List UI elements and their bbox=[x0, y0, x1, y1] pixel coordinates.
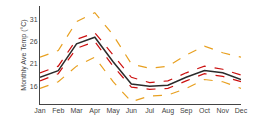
svg-text:21: 21 bbox=[30, 60, 38, 67]
svg-text:Jul: Jul bbox=[145, 107, 154, 114]
svg-text:16: 16 bbox=[30, 83, 38, 90]
svg-text:31: 31 bbox=[30, 16, 38, 23]
svg-text:26: 26 bbox=[30, 38, 38, 45]
svg-text:Monthly Ave Temp (°C): Monthly Ave Temp (°C) bbox=[20, 19, 28, 90]
svg-text:Aug: Aug bbox=[162, 107, 175, 115]
svg-text:Oct: Oct bbox=[199, 107, 210, 114]
svg-text:Jun: Jun bbox=[126, 107, 137, 114]
svg-text:Apr: Apr bbox=[89, 107, 101, 115]
svg-text:Nov: Nov bbox=[217, 107, 230, 114]
svg-text:Sep: Sep bbox=[180, 107, 193, 115]
svg-text:Dec: Dec bbox=[235, 107, 248, 114]
svg-text:Feb: Feb bbox=[52, 107, 64, 114]
svg-text:May: May bbox=[106, 107, 120, 115]
svg-text:Mar: Mar bbox=[71, 107, 84, 114]
svg-text:Jan: Jan bbox=[34, 107, 45, 114]
